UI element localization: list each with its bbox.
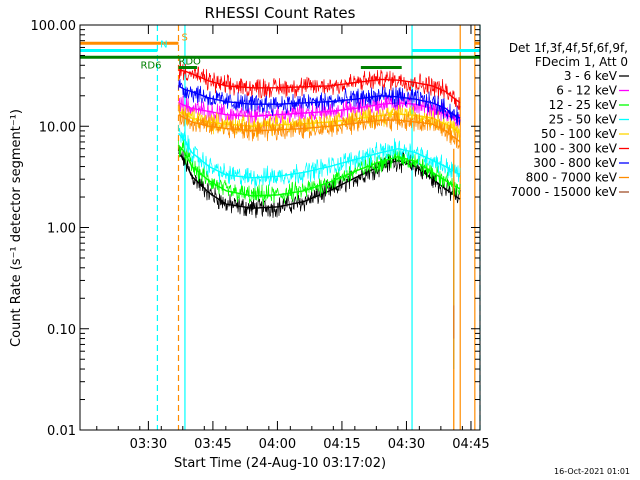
series-100-300-kev-line bbox=[178, 69, 461, 104]
x-tick-label-4: 04:30 bbox=[388, 437, 425, 452]
x-tick-label-3: 04:15 bbox=[323, 437, 360, 452]
legend-header-line-1: Det 1f,3f,4f,5f,6f,9f, bbox=[509, 41, 628, 55]
series-layer bbox=[177, 61, 461, 219]
x-axis-label: Start Time (24-Aug-10 03:17:02) bbox=[174, 456, 386, 471]
series-800-7000-kev-noise bbox=[178, 102, 461, 149]
series-25-50-kev-line bbox=[177, 132, 461, 179]
series-800-7000-kev-line bbox=[178, 114, 461, 143]
status-label-rd6: RD6 bbox=[140, 60, 161, 71]
legend-label-12-25-kev: 12 - 25 keV bbox=[549, 98, 618, 112]
legend-label-100-300-kev: 100 - 300 keV bbox=[533, 142, 617, 156]
legend-label-50-100-kev: 50 - 100 keV bbox=[541, 127, 618, 141]
legend-label-3-6-kev: 3 - 6 keV bbox=[564, 69, 618, 83]
y-tick-label-3: 10.00 bbox=[39, 120, 76, 135]
status-label-n: N bbox=[160, 39, 167, 50]
legend-label-800-7000-kev: 800 - 7000 keV bbox=[526, 171, 618, 185]
x-tick-label-2: 04:00 bbox=[259, 437, 296, 452]
legend-label-300-800-kev: 300 - 800 keV bbox=[533, 156, 617, 170]
y-tick-label-4: 100.00 bbox=[31, 19, 77, 34]
legend-label-7000-15000-kev: 7000 - 15000 keV bbox=[510, 185, 617, 199]
axes: 03:30 03:45 04:00 04:15 04:30 04:45 0.01 0.10 1.… bbox=[31, 19, 490, 452]
y-tick-label-1: 0.10 bbox=[47, 323, 76, 338]
series-300-800-kev-line bbox=[178, 85, 461, 119]
status-label-rdo: RDO bbox=[178, 57, 201, 68]
status-label-s: S bbox=[181, 32, 187, 43]
series-25-50-kev-noise bbox=[178, 124, 461, 189]
series-12-25-kev-noise bbox=[178, 139, 461, 206]
y-tick-label-0: 0.01 bbox=[47, 424, 76, 439]
legend-label-6-12-kev: 6 - 12 keV bbox=[556, 84, 618, 98]
series-6-12-kev-line bbox=[178, 102, 461, 123]
x-tick-label-0: 03:30 bbox=[130, 437, 167, 452]
legend-label-25-50-kev: 25 - 50 keV bbox=[549, 113, 618, 127]
series-12-25-kev-line bbox=[177, 144, 461, 197]
x-tick-label-5: 04:45 bbox=[452, 437, 489, 452]
series-50-100-kev-line bbox=[178, 110, 461, 134]
legend: Det 1f,3f,4f,5f,6f,9f, FDecim 1, Att 0 3… bbox=[509, 41, 629, 199]
status-bars: S N RD6 RDO bbox=[80, 32, 480, 71]
y-tick-label-2: 1.00 bbox=[47, 222, 76, 237]
series-300-800-kev-noise bbox=[178, 78, 461, 126]
series-3-6-kev-noise bbox=[178, 147, 461, 219]
series-3-6-kev-line bbox=[177, 152, 461, 209]
chart-title: RHESSI Count Rates bbox=[205, 4, 356, 22]
legend-header-line-2: FDecim 1, Att 0 bbox=[535, 55, 628, 69]
timestamp: 16-Oct-2021 01:01 bbox=[554, 467, 630, 476]
x-tick-label-1: 03:45 bbox=[194, 437, 231, 452]
y-axis-label: Count Rate (s⁻¹ detector segment⁻¹) bbox=[9, 109, 24, 347]
